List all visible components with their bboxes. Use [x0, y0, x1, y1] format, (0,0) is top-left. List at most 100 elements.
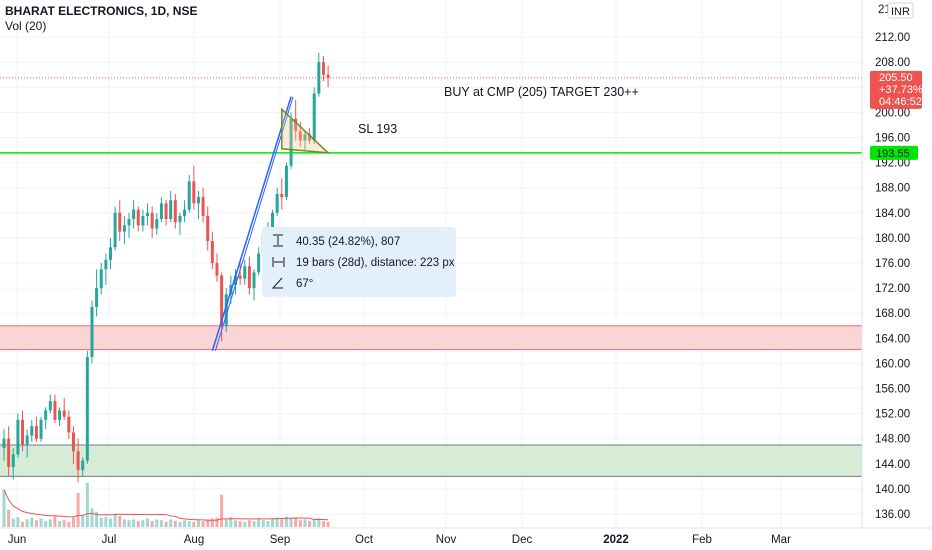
- volume-bar: [164, 521, 168, 527]
- time-axis-label: 2022: [603, 534, 629, 546]
- price-axis-label: 180.00: [875, 233, 910, 245]
- volume-ma-line: [3, 489, 329, 521]
- symbol-title[interactable]: BHARAT ELECTRONICS, 1D, NSE: [5, 4, 198, 18]
- sl-annotation: SL 193: [358, 122, 397, 136]
- tooltip-price-range: 40.35 (24.82%), 807: [296, 236, 400, 248]
- candle-body: [280, 193, 284, 198]
- candle-body: [2, 438, 6, 449]
- candle-body: [183, 209, 187, 216]
- candle-body: [99, 269, 103, 289]
- volume-bar: [275, 517, 279, 527]
- candle-body: [39, 419, 43, 439]
- volume-bar: [132, 519, 136, 527]
- trend-drawings[interactable]: [211, 96, 331, 352]
- last-price-value: 205.50: [879, 72, 913, 84]
- volume-bar: [206, 519, 210, 527]
- volume-bar: [44, 521, 48, 527]
- volume-bar: [34, 520, 38, 527]
- volume-bar: [95, 511, 99, 527]
- candle-body: [118, 212, 122, 232]
- candle-body: [104, 259, 108, 270]
- bars-range-icon: [272, 257, 285, 267]
- candle-body: [238, 275, 242, 279]
- volume-bar: [294, 517, 298, 527]
- time-axis-label: Mar: [771, 534, 791, 546]
- candle-body: [136, 209, 140, 226]
- price-axis-label: 160.00: [875, 358, 910, 370]
- volume-bar: [150, 521, 154, 527]
- volume-bar: [58, 521, 62, 527]
- candle-body: [141, 215, 145, 226]
- candle-body: [303, 134, 307, 141]
- volume-indicator-label[interactable]: Vol (20): [5, 19, 47, 33]
- candle-body: [178, 215, 182, 223]
- candle-body: [201, 197, 205, 216]
- volume-bar: [289, 518, 293, 527]
- candle-body: [71, 432, 75, 452]
- candlesticks: [2, 52, 330, 483]
- volume-bar: [104, 516, 108, 527]
- tooltip-bars: 19 bars (28d), distance: 223 px: [296, 257, 455, 269]
- volume-bar: [266, 521, 270, 527]
- volume-bar: [238, 521, 242, 527]
- volume-bar: [321, 521, 325, 527]
- price-axis-label: 168.00: [875, 308, 910, 320]
- time-axis-label: Jun: [8, 534, 27, 546]
- candle-body: [275, 193, 279, 213]
- candle-body: [150, 212, 154, 229]
- price-axis-label: 144.00: [875, 459, 910, 471]
- volume-bar: [215, 517, 219, 527]
- volume-bar: [76, 493, 80, 527]
- volume-bar: [81, 515, 85, 527]
- volume-bar: [30, 517, 34, 527]
- volume-bar: [308, 521, 312, 527]
- volume-bar: [303, 519, 307, 527]
- volume-bar: [220, 494, 224, 527]
- volume-bar: [113, 513, 117, 527]
- price-axis-label: 184.00: [875, 208, 910, 220]
- volume-bar: [99, 517, 103, 527]
- currency-badge-label: INR: [891, 6, 910, 18]
- tooltip-angle: 67°: [296, 278, 313, 290]
- volume-bar: [16, 516, 20, 527]
- candle-body: [210, 241, 214, 263]
- volume-bar: [201, 521, 205, 527]
- candle-body: [155, 219, 159, 229]
- candle-body: [90, 306, 94, 358]
- resistance-zone[interactable]: [0, 325, 862, 350]
- volume-bar: [7, 510, 11, 527]
- volume-bar: [71, 517, 75, 527]
- measure-line-left[interactable]: [211, 96, 292, 352]
- candle-body: [132, 209, 136, 220]
- candle-body: [58, 410, 62, 420]
- candle-body: [243, 266, 247, 279]
- volume-bar: [108, 518, 112, 527]
- time-axis[interactable]: Jun Jul Aug Sep Oct Nov Dec 2022 Feb Mar: [0, 527, 932, 546]
- support-zone[interactable]: [0, 444, 862, 477]
- candle-body: [16, 419, 20, 455]
- volume-bar: [298, 520, 302, 527]
- price-axis-label: 148.00: [875, 434, 910, 446]
- volume-bar: [48, 519, 52, 527]
- candle-body: [271, 212, 275, 232]
- triangle-pattern[interactable]: [281, 107, 331, 154]
- candle-body: [108, 247, 112, 260]
- volume-bars: [2, 482, 330, 527]
- price-axis-label: 156.00: [875, 384, 910, 396]
- candle-body: [252, 272, 256, 289]
- time-axis-label: Jul: [102, 534, 117, 546]
- candle-body: [220, 275, 224, 326]
- time-axis-label: Dec: [512, 534, 533, 546]
- volume-bar: [136, 521, 140, 527]
- currency-badge[interactable]: INR: [887, 2, 914, 19]
- volume-bar: [122, 519, 126, 527]
- support-price-tag: 193.55: [870, 145, 918, 160]
- volume-bar: [67, 521, 71, 527]
- candle-body: [164, 203, 168, 220]
- measure-line-right[interactable]: [214, 96, 294, 351]
- volume-bar: [178, 521, 182, 527]
- price-axis-label: 172.00: [875, 283, 910, 295]
- volume-bar: [247, 520, 251, 527]
- volume-bar: [118, 515, 122, 527]
